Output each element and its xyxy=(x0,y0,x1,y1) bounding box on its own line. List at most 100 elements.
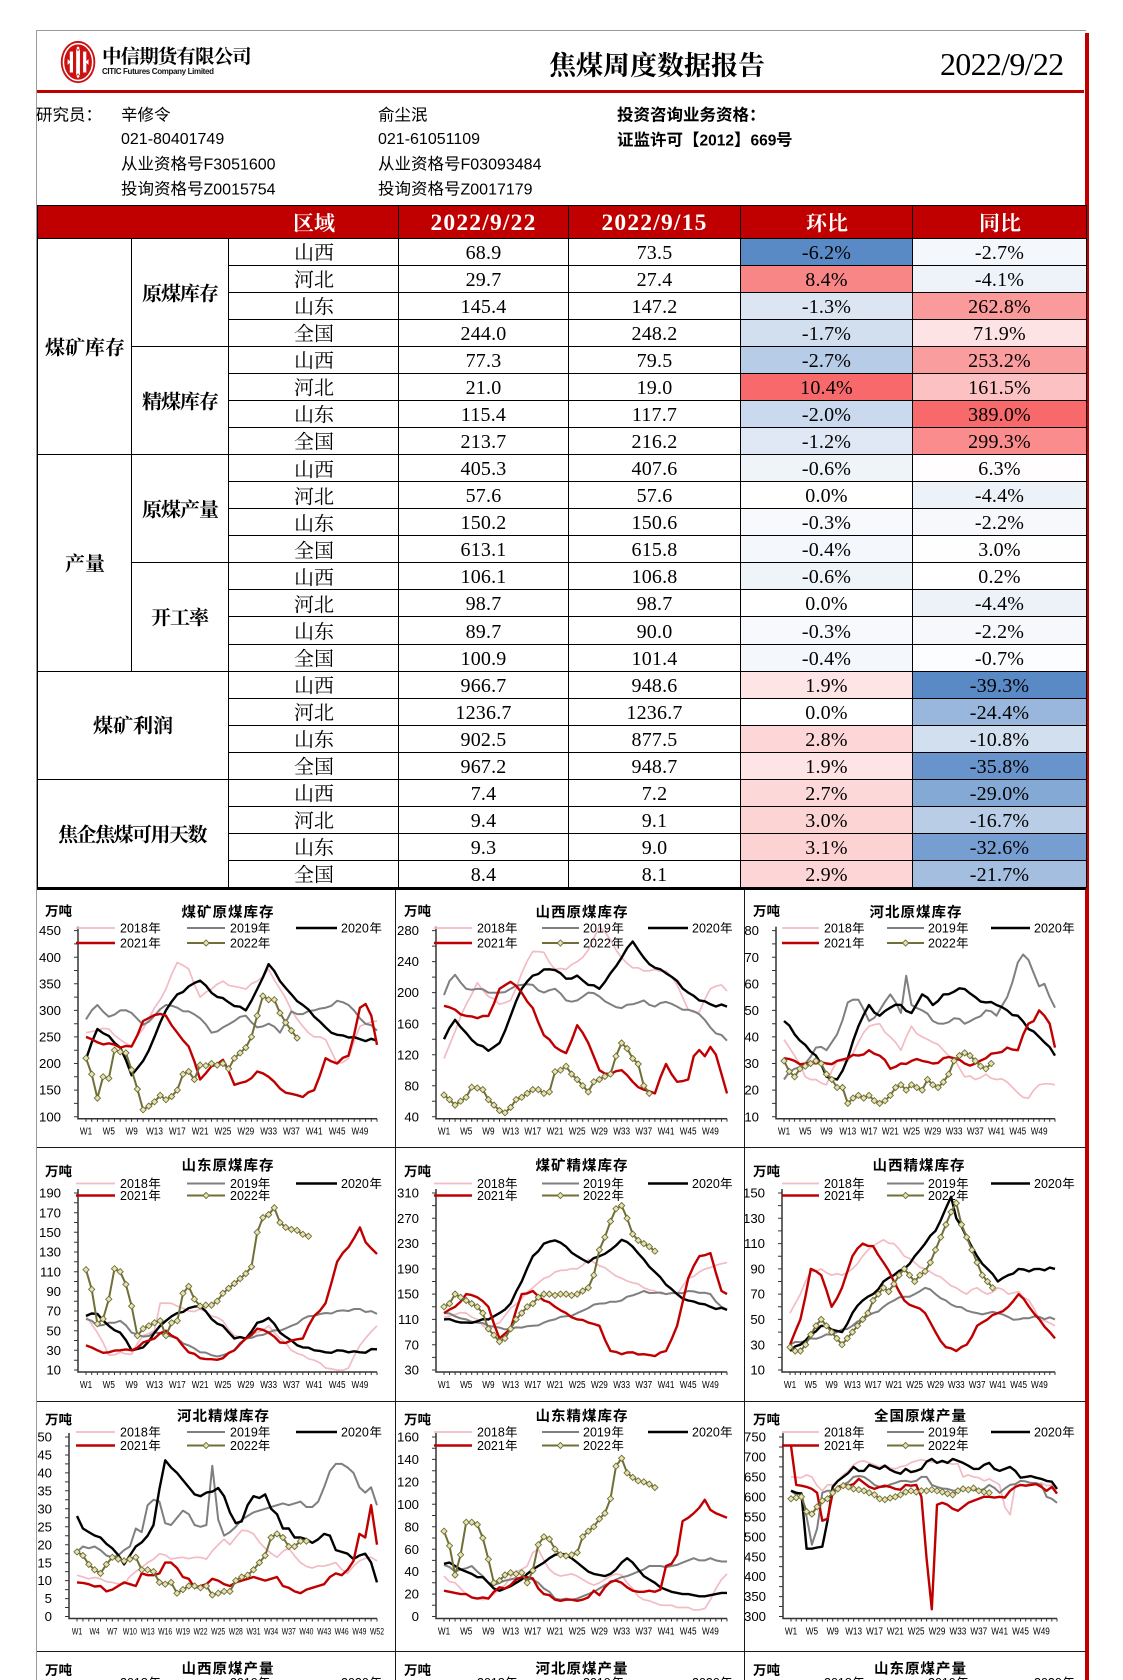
svg-text:W43: W43 xyxy=(317,1626,331,1636)
svg-text:W21: W21 xyxy=(547,1378,564,1390)
svg-text:2020: 2020 xyxy=(692,1676,720,1680)
svg-text:30: 30 xyxy=(46,1343,61,1358)
svg-text:130: 130 xyxy=(39,1245,61,1260)
svg-text:W25: W25 xyxy=(569,1624,586,1636)
svg-text:W33: W33 xyxy=(260,1378,277,1390)
svg-text:W45: W45 xyxy=(1009,1125,1026,1137)
svg-text:80: 80 xyxy=(745,923,759,938)
svg-text:W37: W37 xyxy=(283,1378,300,1390)
svg-text:60: 60 xyxy=(745,976,759,991)
svg-text:2022: 2022 xyxy=(928,937,956,951)
svg-text:30: 30 xyxy=(745,1056,759,1071)
svg-text:300: 300 xyxy=(39,1003,61,1018)
svg-text:W25: W25 xyxy=(211,1626,225,1636)
svg-text:W1: W1 xyxy=(80,1378,92,1390)
svg-text:2020: 2020 xyxy=(1034,1177,1062,1191)
svg-text:50: 50 xyxy=(37,1430,52,1445)
svg-text:70: 70 xyxy=(745,950,759,965)
svg-text:W25: W25 xyxy=(903,1125,920,1137)
svg-text:70: 70 xyxy=(404,1337,419,1352)
svg-text:40: 40 xyxy=(404,1564,419,1579)
svg-text:90: 90 xyxy=(750,1261,765,1276)
svg-text:W29: W29 xyxy=(927,1378,944,1390)
svg-text:160: 160 xyxy=(397,1016,419,1031)
svg-text:W29: W29 xyxy=(929,1624,946,1636)
svg-text:130: 130 xyxy=(745,1211,765,1226)
svg-text:0: 0 xyxy=(412,1609,419,1624)
svg-text:280: 280 xyxy=(397,923,419,938)
svg-text:80: 80 xyxy=(404,1519,419,1534)
svg-text:W21: W21 xyxy=(885,1378,902,1390)
svg-text:350: 350 xyxy=(745,1589,766,1604)
svg-text:110: 110 xyxy=(40,1264,61,1279)
svg-text:W17: W17 xyxy=(866,1624,883,1636)
svg-text:W29: W29 xyxy=(591,1125,608,1137)
svg-text:2019: 2019 xyxy=(928,1676,956,1680)
svg-text:140: 140 xyxy=(397,1452,419,1467)
svg-text:150: 150 xyxy=(39,1225,61,1240)
svg-text:2018: 2018 xyxy=(120,1676,148,1680)
svg-text:W1: W1 xyxy=(784,1378,796,1390)
svg-text:2021: 2021 xyxy=(120,1439,148,1453)
svg-text:W1: W1 xyxy=(785,1624,797,1636)
svg-text:170: 170 xyxy=(39,1205,61,1220)
svg-text:W33: W33 xyxy=(613,1378,630,1390)
svg-text:2021: 2021 xyxy=(477,937,505,951)
svg-text:W13: W13 xyxy=(502,1125,519,1137)
svg-text:W49: W49 xyxy=(702,1125,719,1137)
svg-text:10: 10 xyxy=(37,1573,52,1588)
svg-text:W17: W17 xyxy=(524,1378,541,1390)
svg-text:W9: W9 xyxy=(125,1378,137,1390)
svg-text:750: 750 xyxy=(745,1430,766,1445)
svg-text:650: 650 xyxy=(745,1469,766,1484)
svg-text:W13: W13 xyxy=(502,1624,519,1636)
svg-text:35: 35 xyxy=(37,1483,52,1498)
svg-text:310: 310 xyxy=(397,1186,419,1201)
svg-text:W25: W25 xyxy=(569,1378,586,1390)
svg-text:2021: 2021 xyxy=(120,937,148,951)
svg-text:2020: 2020 xyxy=(1034,922,1062,936)
svg-text:W13: W13 xyxy=(845,1624,862,1636)
svg-text:W41: W41 xyxy=(658,1125,675,1137)
svg-text:2019: 2019 xyxy=(230,1426,258,1440)
svg-text:W17: W17 xyxy=(169,1378,186,1390)
svg-text:350: 350 xyxy=(39,976,61,991)
svg-text:2018: 2018 xyxy=(120,1177,148,1191)
svg-text:W33: W33 xyxy=(949,1624,966,1636)
svg-text:W5: W5 xyxy=(460,1125,472,1137)
svg-text:W31: W31 xyxy=(246,1626,260,1636)
svg-text:2020: 2020 xyxy=(341,1177,369,1191)
svg-text:W29: W29 xyxy=(591,1378,608,1390)
svg-text:20: 20 xyxy=(404,1587,419,1602)
svg-text:W21: W21 xyxy=(887,1624,904,1636)
svg-text:2020: 2020 xyxy=(1034,1676,1062,1680)
svg-text:250: 250 xyxy=(39,1030,61,1045)
svg-text:2019: 2019 xyxy=(230,922,258,936)
svg-text:20: 20 xyxy=(37,1537,52,1552)
svg-text:100: 100 xyxy=(397,1497,419,1512)
svg-text:2020: 2020 xyxy=(341,922,369,936)
svg-text:W17: W17 xyxy=(524,1624,541,1636)
svg-text:W37: W37 xyxy=(635,1378,652,1390)
svg-text:2019: 2019 xyxy=(583,922,611,936)
svg-text:30: 30 xyxy=(37,1501,52,1516)
svg-text:10: 10 xyxy=(750,1363,765,1378)
svg-text:200: 200 xyxy=(39,1056,61,1071)
svg-text:W49: W49 xyxy=(1031,1378,1048,1390)
svg-text:2020: 2020 xyxy=(692,922,720,936)
svg-text:190: 190 xyxy=(39,1186,61,1201)
svg-text:W13: W13 xyxy=(502,1378,519,1390)
svg-text:110: 110 xyxy=(398,1312,419,1327)
svg-text:W9: W9 xyxy=(825,1378,837,1390)
svg-text:550: 550 xyxy=(745,1509,766,1524)
svg-text:2021: 2021 xyxy=(824,1439,852,1453)
svg-text:450: 450 xyxy=(39,923,61,938)
svg-text:2021: 2021 xyxy=(477,1439,505,1453)
svg-text:W13: W13 xyxy=(839,1125,856,1137)
svg-text:2019: 2019 xyxy=(928,1426,956,1440)
svg-text:W41: W41 xyxy=(991,1624,1008,1636)
svg-text:500: 500 xyxy=(745,1529,766,1544)
svg-text:W21: W21 xyxy=(547,1624,564,1636)
svg-text:W37: W37 xyxy=(967,1125,984,1137)
svg-text:2020: 2020 xyxy=(341,1426,369,1440)
